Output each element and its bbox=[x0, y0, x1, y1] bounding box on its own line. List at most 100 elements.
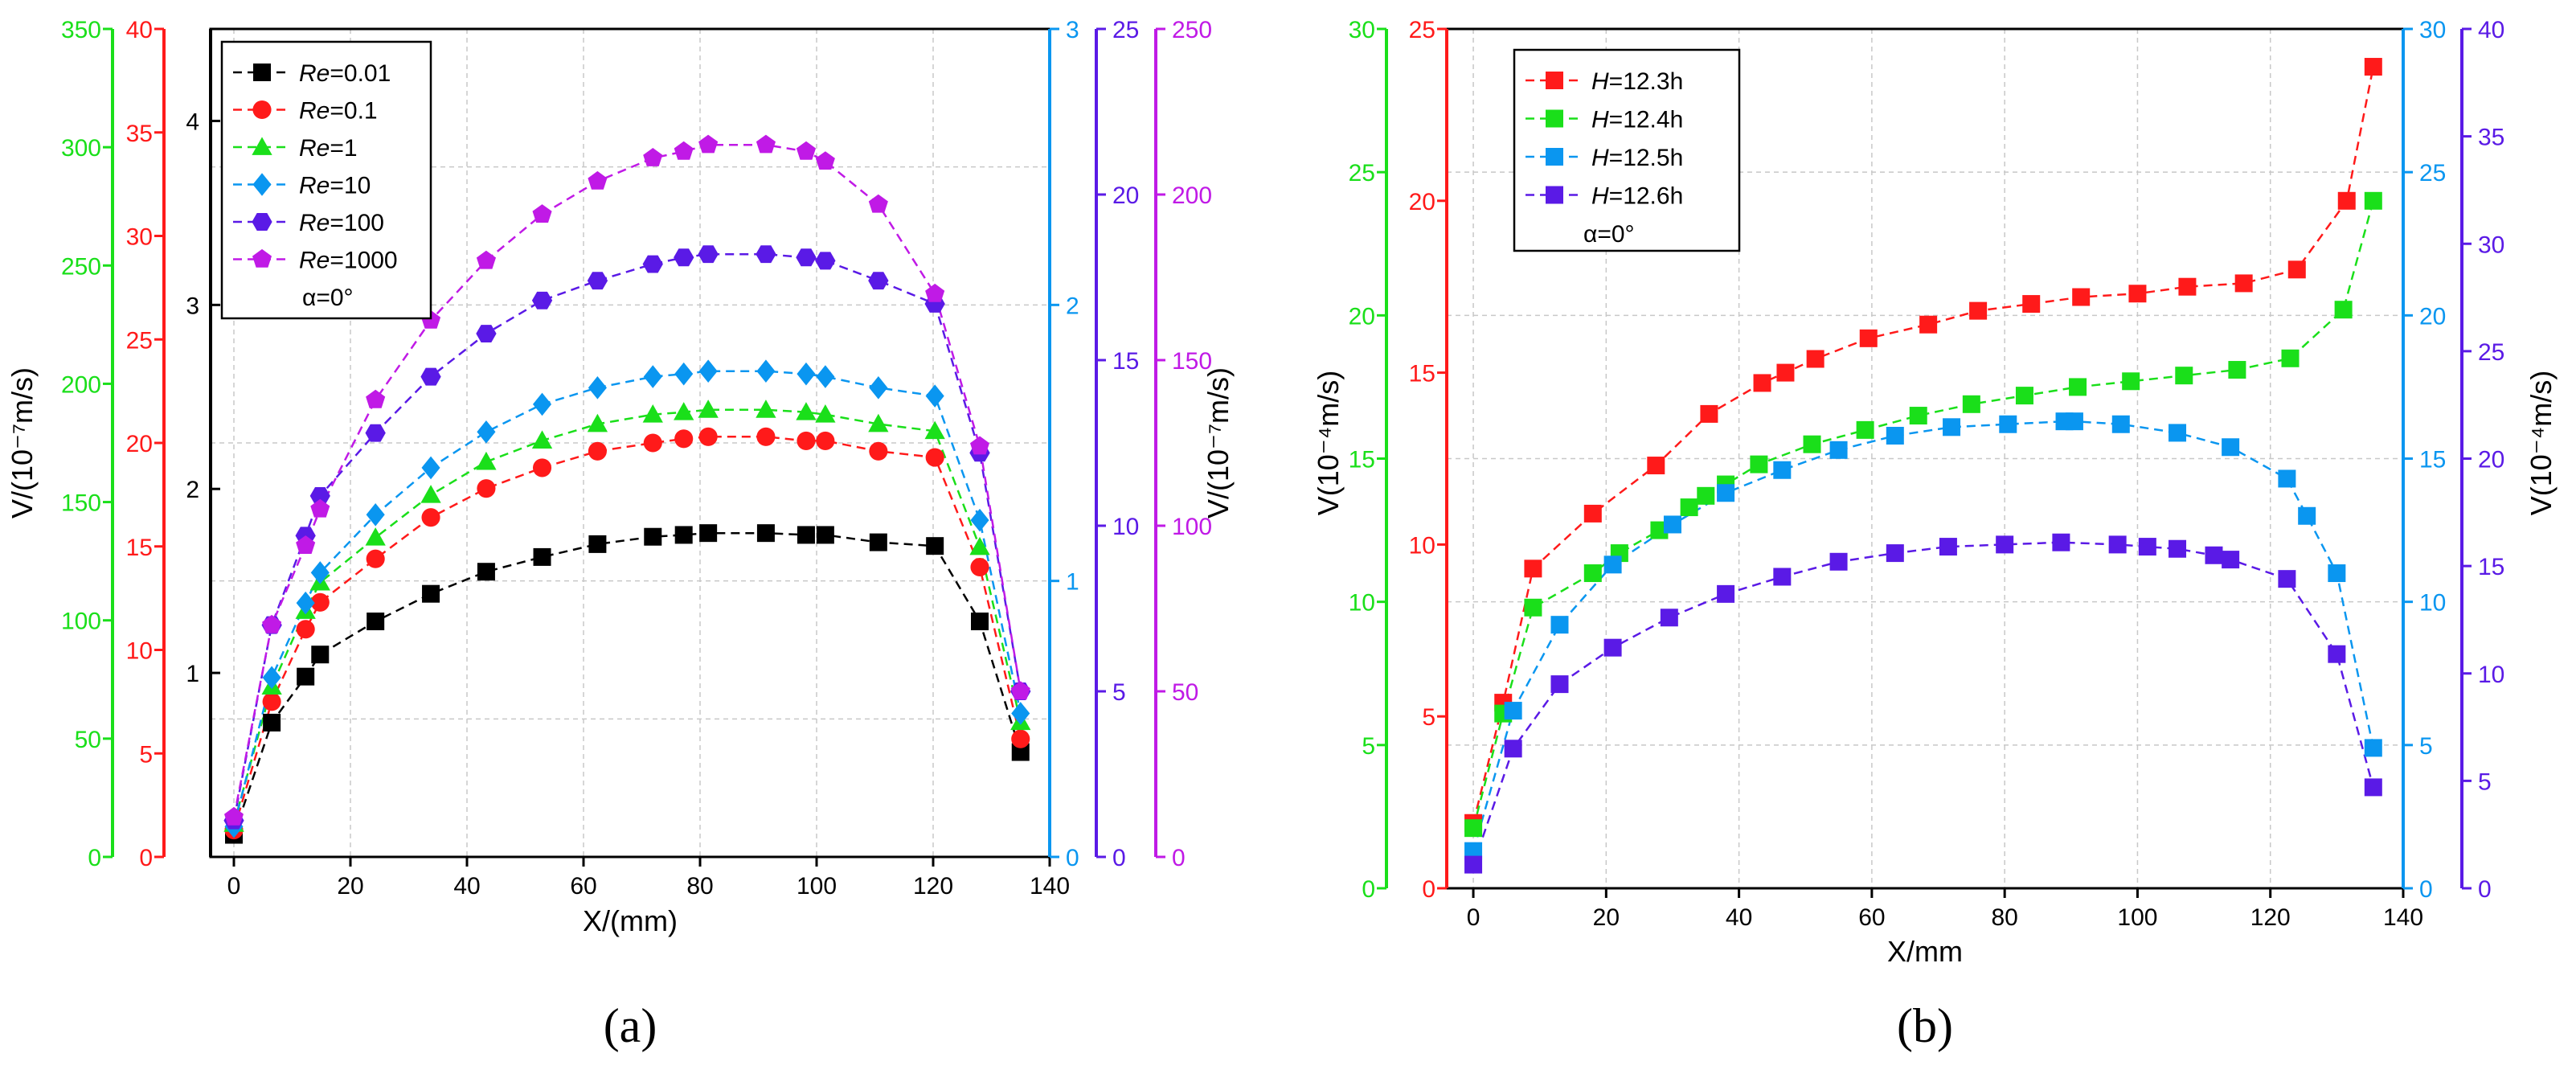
chart-panel-a: 0 20 40 60 80 100 120 1401234051015202530354005… bbox=[6, 17, 1235, 1052]
chart-a-data-point-5 bbox=[643, 148, 663, 166]
chart-a-data-point-2 bbox=[476, 451, 497, 470]
chart-b-y-tick-label-green: 0 bbox=[1362, 876, 1375, 903]
chart-b-x-tick-label: 80 bbox=[1991, 904, 2017, 931]
chart-a-axes: 0 20 40 60 80 100 120 1401234051015202530354005… bbox=[61, 17, 1212, 900]
chart-a-data-point-5 bbox=[796, 141, 816, 160]
chart-b-data-point-1 bbox=[1803, 435, 1821, 453]
chart-a-data-point-2 bbox=[756, 400, 776, 418]
chart-b-data-point-0 bbox=[1806, 350, 1824, 368]
chart-b-y-tick-label-red: 10 bbox=[1409, 532, 1435, 559]
chart-b-data-point-1 bbox=[2122, 372, 2140, 391]
chart-a-data-point-3 bbox=[477, 420, 496, 444]
chart-b-data-point-0 bbox=[1776, 363, 1795, 382]
chart-a-markers bbox=[223, 134, 1031, 844]
chart-a-data-point-4 bbox=[531, 291, 553, 309]
chart-a-data-point-3 bbox=[925, 384, 944, 408]
chart-a-data-point-1 bbox=[970, 557, 989, 577]
chart-a-x-tick-label: 40 bbox=[453, 873, 480, 900]
chart-b-legend-annotation: α=0° bbox=[1583, 221, 1635, 248]
chart-a-data-point-5 bbox=[532, 204, 552, 223]
chart-b-data-point-0 bbox=[1753, 374, 1771, 392]
chart-b-x-tick-label: 140 bbox=[2383, 904, 2423, 931]
chart-b-data-point-3 bbox=[1603, 638, 1622, 657]
chart-b-data-point-2 bbox=[1717, 484, 1735, 502]
chart-a-grid bbox=[211, 29, 1050, 857]
chart-b-y-tick-label-blue: 5 bbox=[2419, 733, 2433, 760]
chart-b-data-point-3 bbox=[2222, 551, 2240, 569]
chart-b-data-point-2 bbox=[1464, 842, 1483, 860]
chart-a-data-point-2 bbox=[642, 404, 663, 423]
chart-a-data-point-0 bbox=[926, 537, 944, 555]
chart-a-data-point-5 bbox=[674, 141, 694, 160]
chart-a-y-tick-label-purple: 0 bbox=[1172, 845, 1186, 871]
chart-a-data-point-0 bbox=[756, 524, 775, 543]
chart-b-data-point-2 bbox=[1603, 555, 1622, 574]
chart-a-legend-swatch-marker bbox=[252, 100, 272, 120]
chart-a-data-point-5 bbox=[476, 250, 496, 269]
chart-b-legend-entry: H=12.4h bbox=[1591, 107, 1683, 133]
chart-a-data-point-1 bbox=[756, 427, 776, 446]
chart-b-data-point-0 bbox=[2234, 274, 2253, 293]
chart-a-y-tick-label-green: 50 bbox=[75, 727, 101, 753]
chart-a-data-point-0 bbox=[588, 535, 607, 553]
chart-b-data-point-3 bbox=[2205, 546, 2223, 564]
chart-b-data-point-2 bbox=[2065, 412, 2083, 431]
chart-b-y-tick-label-red: 0 bbox=[1422, 876, 1435, 903]
chart-b-x-tick-label: 0 bbox=[1467, 904, 1480, 931]
chart-a-data-point-4 bbox=[796, 248, 817, 267]
chart-b-data-point-2 bbox=[2169, 424, 2187, 442]
chart-b-data-point-0 bbox=[1583, 504, 1602, 523]
chart-a-data-point-4 bbox=[815, 252, 836, 270]
chart-b-data-point-2 bbox=[2222, 438, 2240, 457]
chart-a-data-point-2 bbox=[815, 404, 836, 423]
chart-b-y-tick-label-blue: 0 bbox=[2419, 876, 2433, 903]
chart-b-data-point-2 bbox=[1504, 702, 1522, 720]
chart-b-y-tick-label-indigo: 25 bbox=[2478, 339, 2504, 366]
chart-a-data-point-5 bbox=[970, 436, 989, 455]
chart-b-data-point-1 bbox=[1464, 819, 1483, 838]
chart-a-data-point-4 bbox=[420, 367, 441, 386]
chart-a-data-point-0 bbox=[533, 547, 551, 566]
chart-b-series-line-1 bbox=[1472, 200, 2375, 829]
chart-a-data-point-2 bbox=[420, 485, 441, 503]
chart-b-data-point-3 bbox=[2328, 645, 2346, 663]
chart-a-panel-label: (a) bbox=[604, 999, 657, 1052]
chart-b-data-point-3 bbox=[2108, 535, 2127, 554]
chart-a-data-point-3 bbox=[698, 359, 718, 383]
chart-b-series-line-2 bbox=[1472, 420, 2375, 852]
chart-a-data-point-5 bbox=[310, 498, 330, 518]
chart-a-y-tick-label-red: 25 bbox=[126, 327, 153, 354]
chart-a-data-point-0 bbox=[816, 526, 834, 544]
chart-a-series-line-1 bbox=[232, 436, 1022, 830]
chart-a-data-point-5 bbox=[296, 535, 316, 554]
chart-a-data-point-1 bbox=[869, 441, 888, 461]
chart-a-data-point-2 bbox=[698, 400, 719, 418]
chart-a-y-tick-label-red: 0 bbox=[139, 845, 153, 871]
chart-a-y-tick-label-blue: 2 bbox=[1066, 293, 1079, 319]
chart-a-data-point-1 bbox=[262, 692, 281, 711]
chart-a-y-tick-label-indigo: 5 bbox=[1112, 679, 1126, 706]
chart-b-data-point-1 bbox=[1856, 420, 1874, 439]
chart-b-panel-label: (b) bbox=[1897, 999, 1953, 1052]
chart-a-legend-entry: Re=1000 bbox=[299, 248, 398, 274]
chart-a-data-point-1 bbox=[588, 441, 607, 461]
chart-a-data-point-0 bbox=[311, 646, 330, 664]
chart-b-data-point-0 bbox=[2022, 295, 2041, 314]
chart-b-data-point-2 bbox=[1943, 418, 1961, 436]
chart-a-data-point-3 bbox=[869, 376, 888, 400]
chart-b-data-point-0 bbox=[1647, 457, 1665, 475]
chart-b-y-tick-label-blue: 15 bbox=[2419, 447, 2446, 473]
chart-a-data-point-3 bbox=[532, 392, 552, 416]
chart-a-y-tick-label-red: 5 bbox=[139, 741, 153, 768]
chart-b-y-tick-label-green: 25 bbox=[1349, 160, 1375, 186]
chart-b-y-tick-label-green: 15 bbox=[1349, 447, 1375, 473]
chart-a-x-tick-label: 80 bbox=[686, 873, 713, 900]
chart-b-legend-swatch-marker bbox=[1546, 72, 1563, 89]
chart-a-legend-swatch-marker bbox=[252, 248, 272, 268]
chart-a-series-line-4 bbox=[232, 252, 1022, 821]
chart-b-y-tick-label-red: 5 bbox=[1422, 704, 1435, 731]
chart-a-y-tick-label-red: 20 bbox=[126, 431, 153, 457]
chart-b-markers bbox=[1464, 58, 2382, 874]
chart-b-y-tick-label-blue: 30 bbox=[2419, 17, 2446, 43]
chart-a-data-point-3 bbox=[366, 502, 385, 527]
